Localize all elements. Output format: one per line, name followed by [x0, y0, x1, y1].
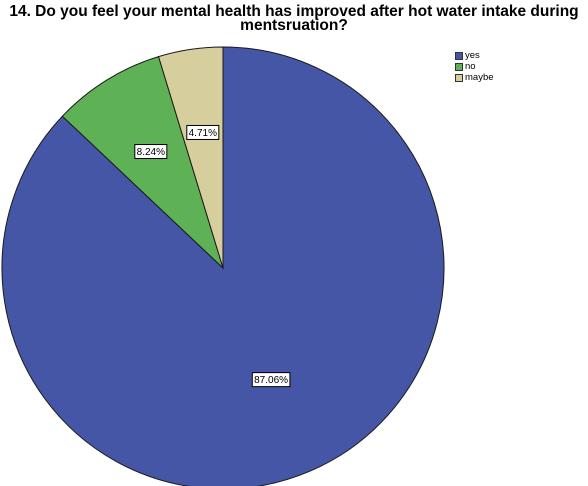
slice-label-text-maybe: 4.71%: [189, 128, 217, 139]
slice-label-text-yes: 87.06%: [254, 375, 288, 386]
slice-label-yes: 87.06%: [251, 372, 291, 388]
legend-label-yes: yes: [465, 50, 480, 61]
slice-label-box-yes: [251, 372, 291, 388]
legend-swatch-no: [455, 62, 463, 71]
legend-item-maybe: maybe: [455, 72, 494, 83]
slice-label-maybe: 4.71%: [186, 124, 220, 140]
legend-swatch-yes: [455, 51, 463, 60]
pie-slice-maybe: [157, 46, 224, 269]
chart-title-line-1: 14. Do you feel your mental health has i…: [9, 3, 579, 20]
legend-label-maybe: maybe: [465, 72, 494, 83]
legend-label-no: no: [465, 61, 476, 72]
legend-swatch-maybe: [455, 73, 463, 82]
slice-label-no: 8.24%: [134, 144, 168, 160]
slice-label-box-no: [134, 144, 168, 160]
legend-item-yes: yes: [455, 50, 494, 61]
slice-label-box-maybe: [186, 124, 220, 140]
legend-item-no: no: [455, 61, 494, 72]
chart-title: 14. Do you feel your mental health has i…: [0, 3, 588, 34]
chart-title-line-2: mentsruation?: [240, 17, 348, 34]
slice-label-text-no: 8.24%: [137, 147, 165, 158]
pie-slice-no: [61, 55, 225, 270]
legend: yes no maybe: [455, 50, 494, 83]
